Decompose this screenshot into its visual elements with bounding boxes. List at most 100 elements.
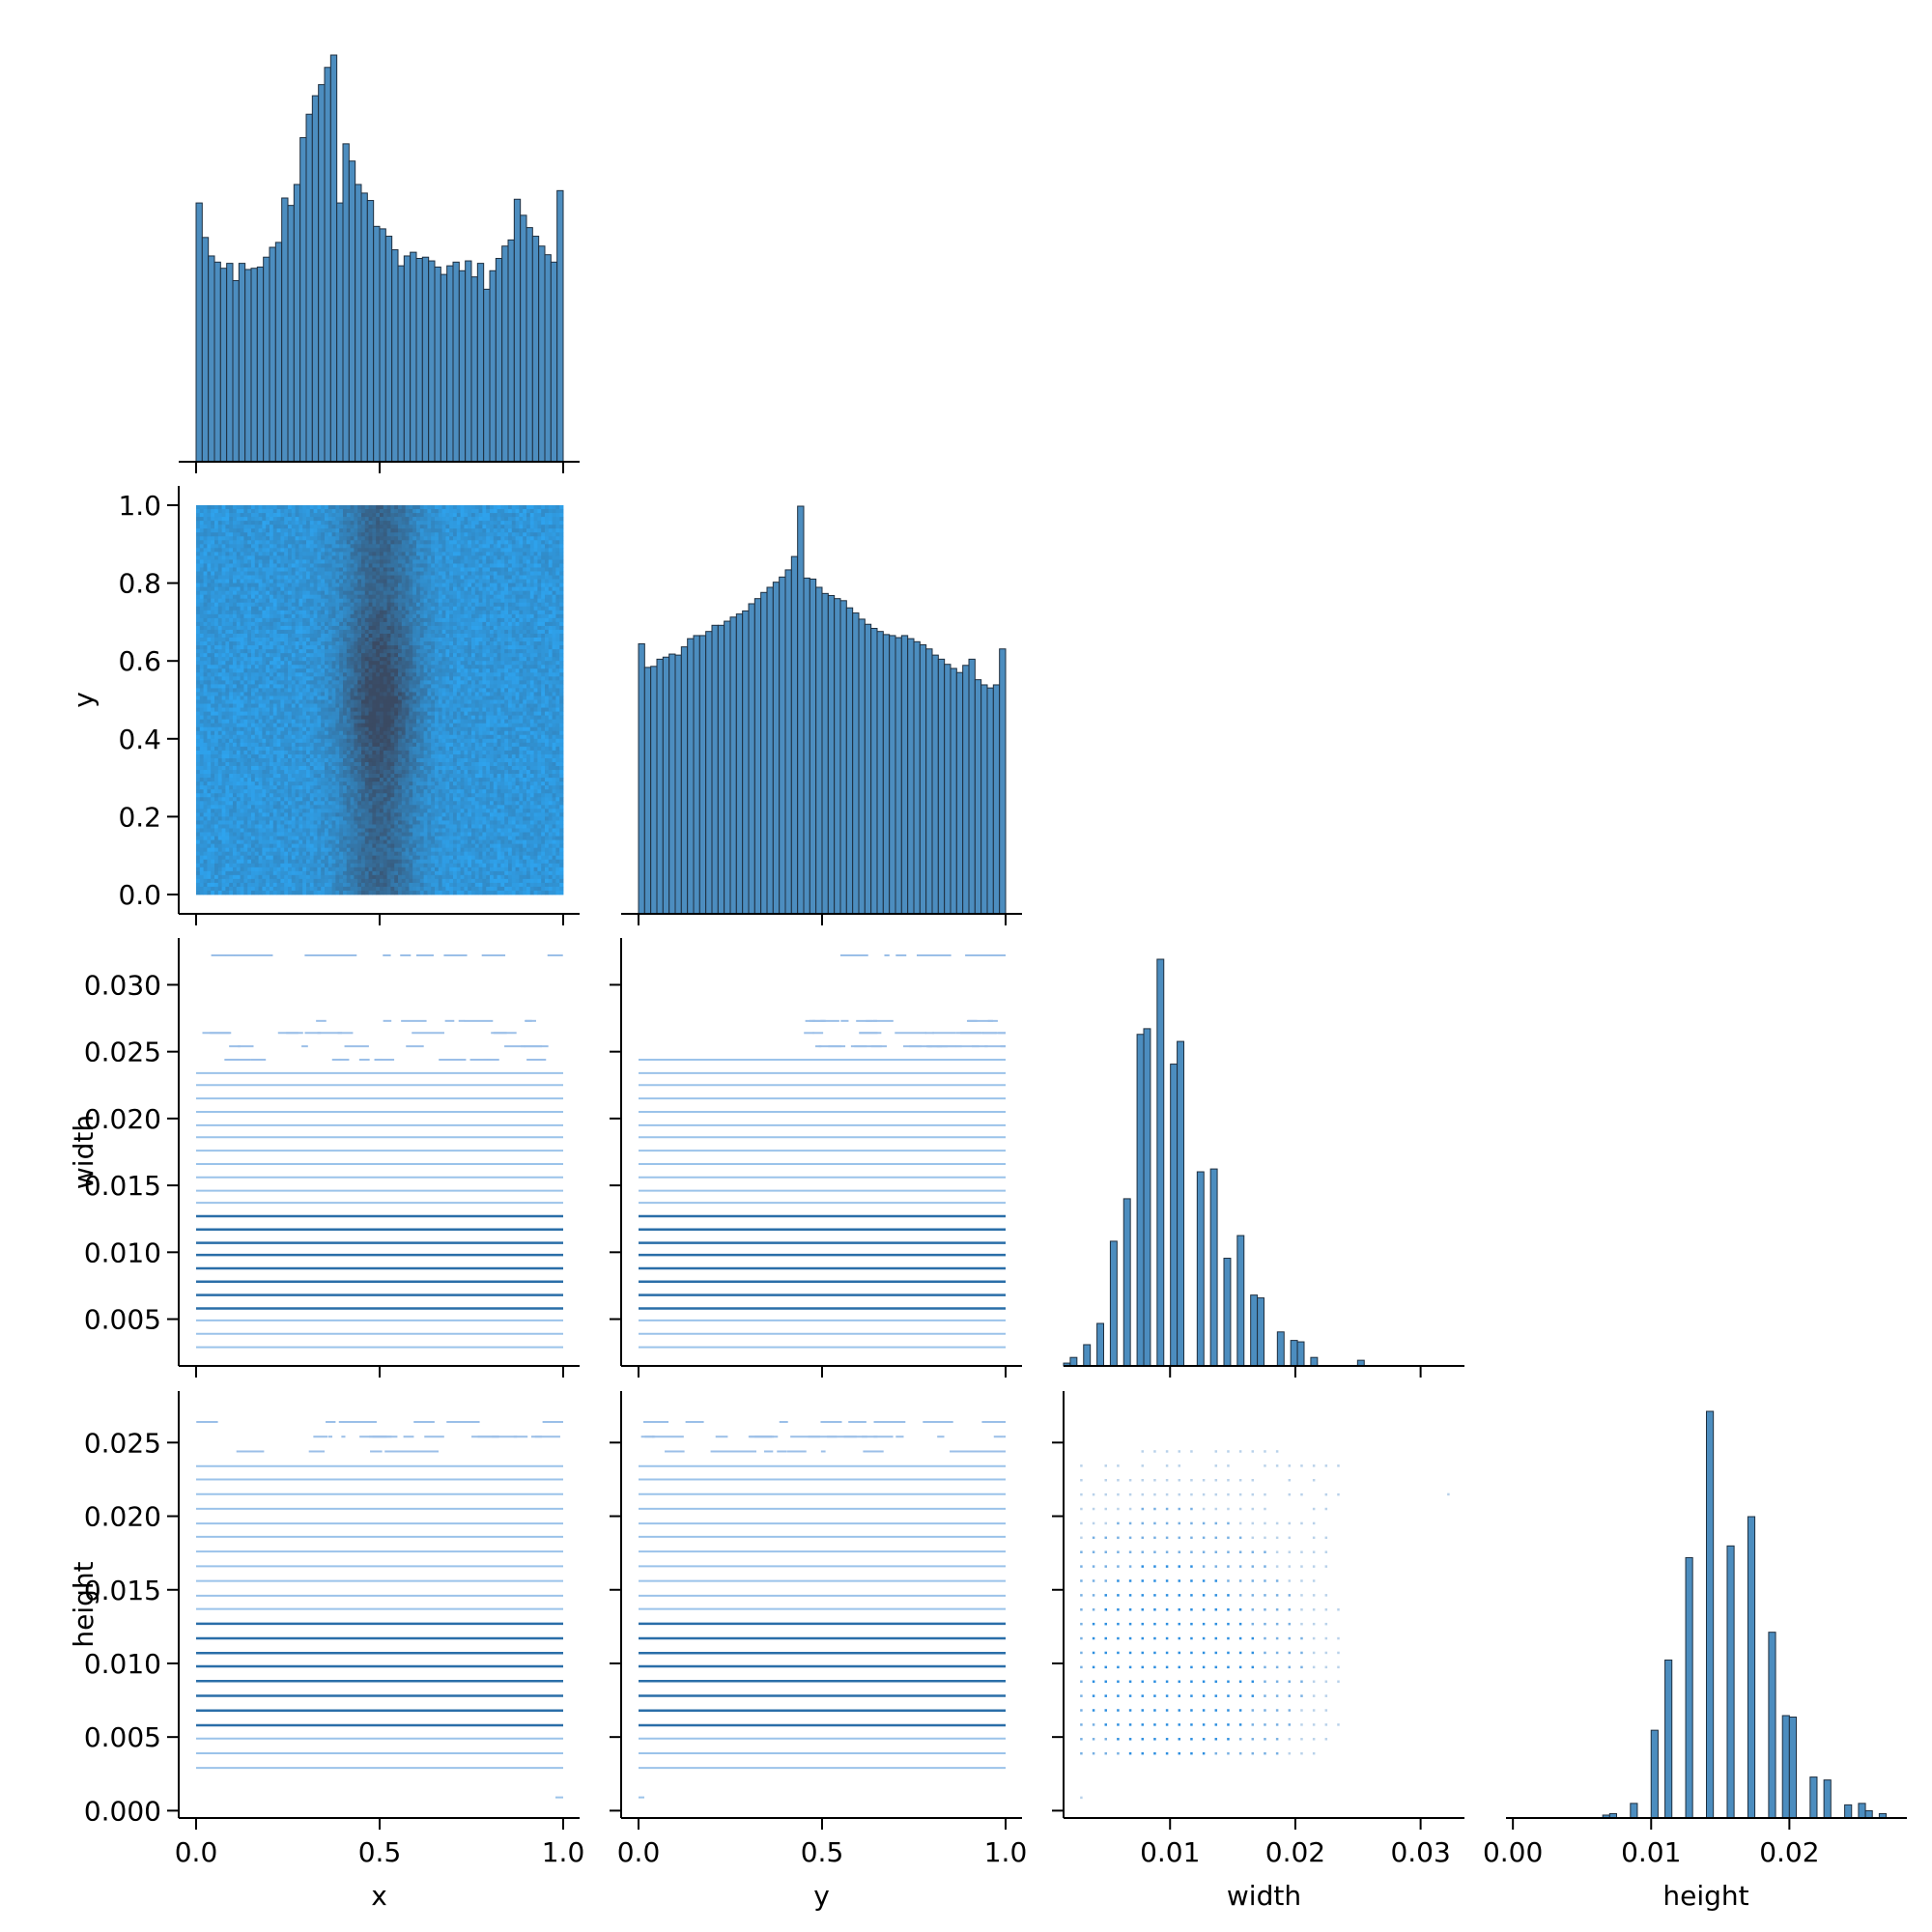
scatter-mark <box>1080 1521 1083 1525</box>
histogram-bar <box>937 658 946 915</box>
scatter-mark <box>1227 1550 1230 1553</box>
scatter-mark <box>1288 1594 1292 1597</box>
scatter-mark <box>1153 1450 1156 1453</box>
scatter-mark <box>1238 1665 1242 1669</box>
histogram-bar <box>489 270 497 463</box>
scatter-mark <box>1117 1550 1120 1553</box>
scatter-mark <box>1275 1521 1279 1525</box>
histogram-bar <box>1122 1198 1131 1367</box>
histogram-bar <box>790 555 799 915</box>
scatter-mark <box>1128 1751 1132 1755</box>
scatter-mark <box>1128 1738 1132 1741</box>
scatter-mark <box>1128 1709 1132 1712</box>
scatter-mark <box>1165 1450 1169 1453</box>
scatter-mark <box>1117 1751 1120 1755</box>
histogram-bar <box>907 638 915 915</box>
scatter-mark <box>1141 1694 1145 1697</box>
scatter-mark <box>1104 1651 1107 1655</box>
scatter-y-width <box>639 953 1006 1349</box>
scatter-mark <box>1178 1492 1181 1496</box>
histogram-bar <box>1809 1776 1818 1819</box>
scatter-mark <box>1190 1622 1193 1626</box>
histogram-bar <box>470 276 478 463</box>
histogram-bar <box>556 189 564 463</box>
histogram-bar <box>1630 1803 1638 1819</box>
histogram-bar <box>421 256 430 463</box>
scatter-mark <box>1165 1521 1169 1525</box>
scatter-mark <box>1275 1622 1279 1626</box>
scatter-mark <box>1141 1450 1145 1453</box>
histogram-bar <box>1685 1556 1693 1819</box>
scatter-mark <box>1178 1723 1181 1726</box>
scatter-mark <box>1141 1536 1145 1540</box>
scatter-mark <box>1275 1636 1279 1640</box>
scatter-mark <box>1275 1608 1279 1611</box>
scatter-mark <box>1227 1608 1230 1611</box>
x-axis-label: x <box>371 1880 387 1912</box>
scatter-mark <box>1238 1550 1242 1553</box>
scatter-mark <box>1153 1479 1156 1482</box>
scatter-mark <box>1324 1680 1328 1683</box>
scatter-mark <box>1214 1479 1218 1482</box>
scatter-mark <box>1227 1464 1230 1467</box>
scatter-mark <box>1264 1694 1266 1697</box>
scatter-mark <box>1288 1492 1292 1496</box>
histogram-bar <box>797 505 805 915</box>
scatter-mark <box>1202 1680 1206 1683</box>
y-tick-label: 0.000 <box>84 1795 161 1827</box>
scatter-mark <box>1080 1738 1083 1741</box>
histogram-bar <box>687 638 695 915</box>
scatter-mark <box>1117 1636 1120 1640</box>
scatter-mark <box>1251 1536 1255 1540</box>
histogram-bar <box>882 634 891 915</box>
scatter-mark <box>1104 1492 1107 1496</box>
scatter-mark <box>1227 1507 1230 1511</box>
scatter-mark <box>1324 1738 1328 1741</box>
scatter-mark <box>1227 1536 1230 1540</box>
scatter-mark <box>1324 1608 1328 1611</box>
x-axis-label: height <box>1662 1880 1748 1912</box>
histogram-bar <box>643 667 652 915</box>
scatter-mark <box>1128 1665 1132 1669</box>
x-axis: 0.0 0.5 1.0 x <box>175 1817 584 1912</box>
scatter-mark <box>1202 1651 1206 1655</box>
scatter-mark <box>1080 1751 1083 1755</box>
scatter-mark <box>1275 1536 1279 1540</box>
y-tick-label: 0.020 <box>84 1501 161 1533</box>
histogram-bar <box>336 202 344 463</box>
scatter-mark <box>1141 1738 1145 1741</box>
histogram-bar <box>986 687 994 915</box>
scatter-mark <box>1275 1694 1279 1697</box>
histogram-bar <box>815 586 823 915</box>
histogram-bar <box>992 684 1001 915</box>
scatter-mark <box>1264 1651 1266 1655</box>
scatter-mark <box>1202 1565 1206 1568</box>
scatter-mark <box>1238 1450 1242 1453</box>
scatter-mark <box>1153 1723 1156 1726</box>
scatter-mark <box>1080 1636 1083 1640</box>
scatter-mark <box>1251 1622 1255 1626</box>
histogram-bar <box>1747 1516 1756 1819</box>
scatter-mark <box>1227 1723 1230 1726</box>
scatter-mark <box>1104 1694 1107 1697</box>
scatter-mark <box>1104 1723 1107 1726</box>
histogram-bar <box>1096 1322 1105 1367</box>
x-tick-label: 0.02 <box>1759 1836 1819 1868</box>
scatter-mark <box>1117 1665 1120 1669</box>
x-axis <box>621 913 1022 925</box>
histogram-bar <box>870 627 878 915</box>
scatter-mark <box>1141 1608 1145 1611</box>
scatter-mark <box>1214 1608 1218 1611</box>
histogram-bar <box>1083 1344 1092 1367</box>
histogram-bar <box>1177 1040 1185 1367</box>
scatter-mark <box>1324 1709 1328 1712</box>
scatter-mark <box>1117 1492 1120 1496</box>
scatter-y-height <box>639 1421 1006 1799</box>
y-histogram <box>638 505 1007 915</box>
scatter-mark <box>1153 1636 1156 1640</box>
y-axis-height: 0.000 0.005 0.010 0.015 0.020 0.025 height <box>68 1391 180 1827</box>
scatter-mark <box>1202 1622 1206 1626</box>
scatter-mark <box>1251 1608 1255 1611</box>
histogram-bar <box>238 263 246 463</box>
y-tick-label: 0.025 <box>84 1037 161 1068</box>
